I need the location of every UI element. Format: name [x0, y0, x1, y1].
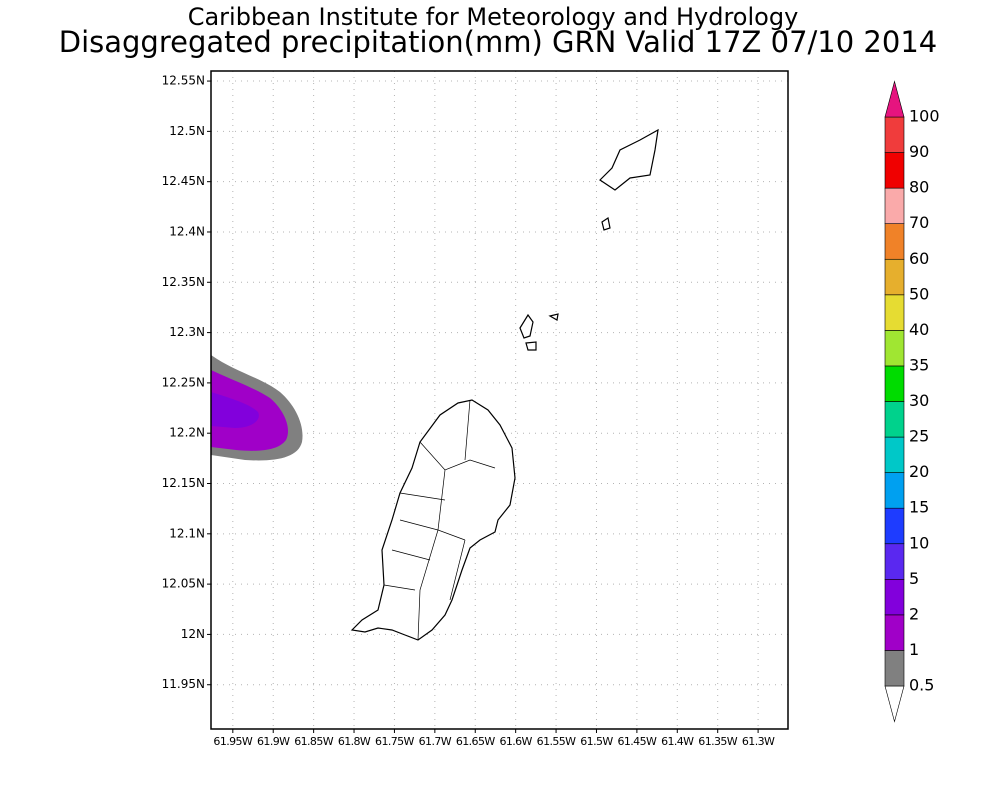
lon-tick-label: 61.3W — [742, 735, 775, 748]
colorbar-box — [884, 187, 905, 224]
map-frame — [210, 70, 789, 730]
lat-tick-label: 12.55N — [162, 74, 205, 88]
lon-tick-label: 61.6W — [499, 735, 532, 748]
colorbar-box — [884, 436, 905, 473]
title: Caribbean Institute for Meteorology and … — [188, 3, 799, 31]
lat-tick-label: 12.25N — [162, 375, 205, 389]
subtitle: Disaggregated precipitation(mm) GRN Vali… — [59, 25, 937, 59]
colorbar-triangle — [884, 80, 905, 118]
lat-tick-label: 12.35N — [162, 275, 205, 289]
lat-tick-label: 12.4N — [169, 224, 205, 238]
lon-tick-label: 61.65W — [456, 735, 495, 748]
colorbar-label: 40 — [909, 320, 929, 339]
grid — [207, 71, 788, 733]
colorbar-label: 100 — [909, 107, 940, 126]
island-outline — [548, 313, 559, 321]
colorbar-box — [884, 401, 905, 438]
colorbar-box — [884, 365, 905, 402]
island-outline — [519, 313, 534, 339]
colorbar-box — [884, 543, 905, 580]
lat-tick-label: 12.2N — [169, 426, 205, 440]
colorbar-box — [884, 258, 905, 296]
lon-tick-label: 61.9W — [257, 735, 290, 748]
lat-tick-label: 12.1N — [169, 526, 205, 540]
island-outline — [350, 399, 516, 641]
lon-tick-label: 61.45W — [617, 735, 656, 748]
colorbar-label: 5 — [909, 569, 919, 588]
lat-tick-label: 12.15N — [162, 476, 205, 490]
colorbar-box — [884, 507, 905, 545]
lon-tick-label: 61.4W — [661, 735, 694, 748]
lat-tick-label: 12N — [181, 627, 205, 641]
lon-tick-label: 61.55W — [537, 735, 576, 748]
island-outline — [599, 128, 659, 191]
lon-tick-label: 61.7W — [419, 735, 452, 748]
lat-tick-label: 11.95N — [162, 677, 205, 691]
colorbar-label: 20 — [909, 462, 929, 481]
island-outline — [525, 341, 537, 351]
lon-tick-label: 61.5W — [580, 735, 613, 748]
colorbar-label: 0.5 — [909, 676, 934, 695]
colorbar-label: 2 — [909, 604, 919, 623]
lat-tick-label: 12.05N — [162, 577, 205, 591]
colorbar-box — [884, 472, 905, 509]
lat-tick-label: 12.5N — [169, 124, 205, 138]
lon-tick-label: 61.75W — [375, 735, 414, 748]
lon-tick-label: 61.35W — [698, 735, 737, 748]
lon-tick-label: 61.85W — [294, 735, 333, 748]
lon-tick-label: 61.95W — [213, 735, 252, 748]
lat-tick-label: 12.3N — [169, 325, 205, 339]
island-outline — [601, 217, 611, 231]
lat-tick-label: 12.45N — [162, 174, 205, 188]
colorbar-box — [884, 650, 905, 687]
colorbar-box — [884, 223, 905, 260]
colorbar-label: 60 — [909, 249, 929, 268]
colorbar-label: 1 — [909, 640, 919, 659]
colorbar-label: 70 — [909, 213, 929, 232]
colorbar-label: 25 — [909, 427, 929, 446]
colorbar-box — [884, 294, 905, 331]
colorbar-box — [884, 152, 905, 189]
colorbar-box — [884, 614, 905, 651]
precip-contour — [211, 392, 259, 428]
colorbar-label: 90 — [909, 142, 929, 161]
colorbar-box — [884, 116, 905, 153]
colorbar-triangle — [884, 685, 905, 723]
parish-boundary — [383, 399, 496, 641]
colorbar-box — [884, 330, 905, 367]
colorbar-label: 50 — [909, 284, 929, 303]
colorbar-label: 10 — [909, 533, 929, 552]
colorbar-label: 15 — [909, 498, 929, 517]
lon-tick-label: 61.8W — [338, 735, 371, 748]
colorbar-box — [884, 579, 905, 616]
colorbar-label: 35 — [909, 355, 929, 374]
colorbar-label: 80 — [909, 178, 929, 197]
colorbar-label: 30 — [909, 391, 929, 410]
